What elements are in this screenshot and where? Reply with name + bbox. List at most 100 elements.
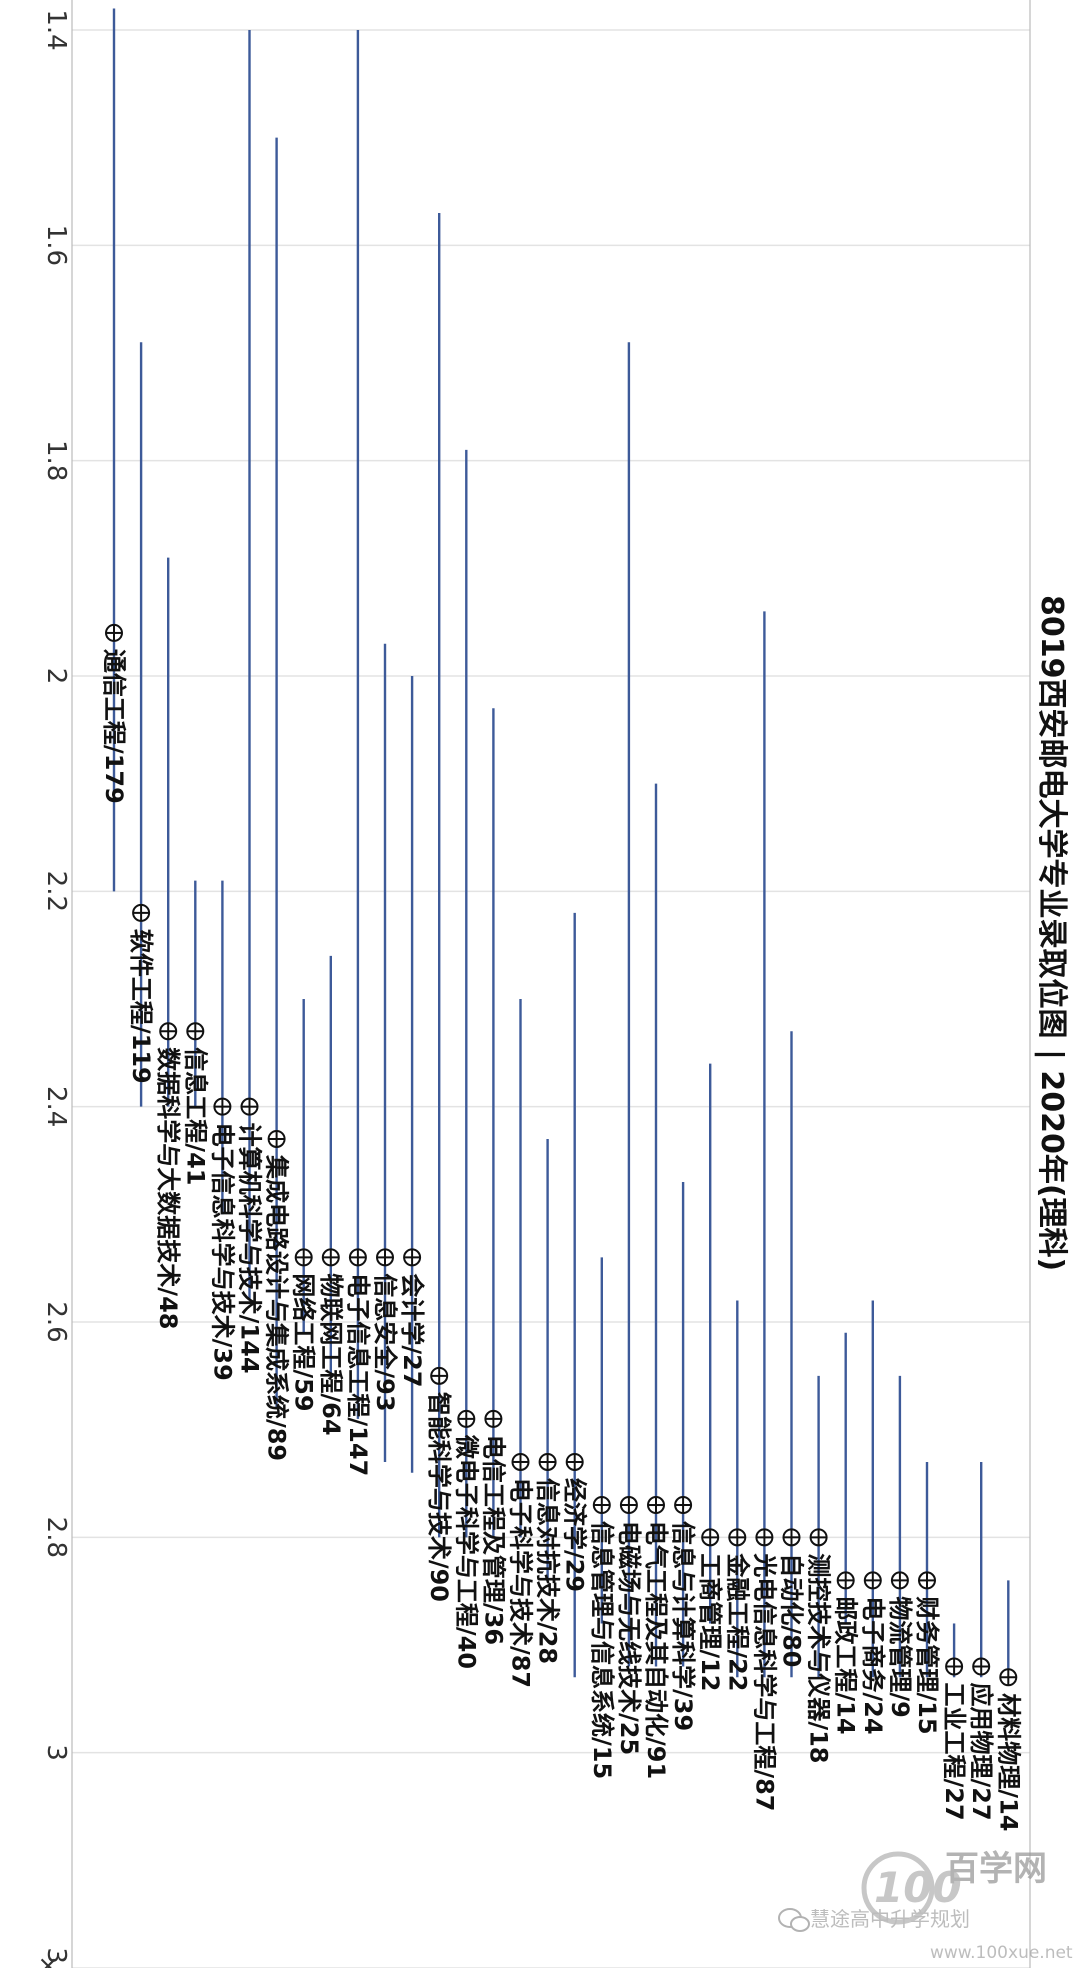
median-marker (484, 1409, 503, 1428)
median-marker (999, 1668, 1018, 1687)
major-label-group: 应用物理/27 (967, 1683, 995, 1821)
median-marker (755, 1528, 774, 1547)
major-label-group: 通信工程/179 (100, 649, 128, 804)
major-label: 物流管理/9 (886, 1596, 914, 1717)
major-label: 电子科学与技术/87 (507, 1478, 535, 1688)
median-marker (267, 1129, 286, 1148)
major-label: 软件工程/119 (127, 929, 155, 1084)
axis-tick-label-group: 2.4 (41, 1086, 71, 1127)
major-label: 智能科学与技术/90 (425, 1392, 453, 1602)
axis-tick-label: 2.6 (41, 1301, 71, 1342)
major-label-group: 信息与计算科学/39 (669, 1521, 697, 1731)
major-label: 通信工程/179 (100, 649, 128, 804)
median-marker (972, 1657, 991, 1676)
major-label-group: 物联网工程/64 (317, 1273, 345, 1435)
axis-tick-label-group: 2.8 (41, 1517, 71, 1558)
chart-title-group: 8019西安邮电大学专业录取位图 | 2020年(理科) (1034, 595, 1069, 1271)
median-marker (430, 1366, 449, 1385)
axis-tick-label-group: 2 (41, 668, 71, 685)
axis-tick-label-group: 1.8 (41, 440, 71, 481)
median-marker (836, 1571, 855, 1590)
major-label-group: 电子商务/24 (859, 1596, 887, 1734)
axis-tick-label: 2.2 (41, 871, 71, 912)
major-label-group: 信息安全/93 (371, 1273, 399, 1411)
major-label: 计算机科学与技术/144 (236, 1123, 264, 1374)
major-label: 测控技术与仪器/18 (805, 1553, 833, 1763)
watermark-logo-ring (861, 1851, 935, 1925)
major-label: 电子信息工程/147 (344, 1273, 372, 1476)
major-label: 信息工程/41 (181, 1047, 209, 1185)
median-marker (105, 623, 123, 642)
major-label-group: 邮政工程/14 (832, 1596, 860, 1734)
axis-tick-label: 2 (41, 668, 71, 685)
median-marker (728, 1528, 747, 1547)
axis-tick-label-group: 2.2 (41, 871, 71, 912)
median-marker (701, 1528, 720, 1547)
major-label-group: 集成电路设计与集成系统/89 (263, 1154, 291, 1461)
median-marker (619, 1496, 638, 1515)
major-label-group: 微电子科学与工程/40 (452, 1434, 480, 1669)
major-label: 自动化/80 (778, 1553, 806, 1667)
major-label: 电子商务/24 (859, 1596, 887, 1734)
watermark-channel: 慧途高中升学规划 (810, 1907, 970, 1931)
median-marker (538, 1452, 557, 1471)
major-label-group: 光电信息科学与工程/87 (750, 1552, 778, 1811)
median-marker (186, 1022, 205, 1041)
major-label-group: 工业工程/27 (940, 1683, 968, 1821)
median-marker (348, 1248, 367, 1267)
major-label-group: 电子科学与技术/87 (507, 1478, 535, 1688)
median-marker (809, 1528, 828, 1547)
major-label: 应用物理/27 (967, 1683, 995, 1821)
major-label-group: 电子信息科学与技术/39 (208, 1123, 236, 1381)
major-label: 金融工程/22 (723, 1552, 751, 1691)
major-label-group: 电信工程及管理/36 (479, 1435, 507, 1645)
major-label-group: 智能科学与技术/90 (425, 1392, 453, 1602)
major-label: 信息安全/93 (371, 1273, 399, 1411)
watermark: 100 百学网 慧途高中升学规划 www.100xue.net (778, 1849, 1073, 1963)
major-label-group: 测控技术与仪器/18 (805, 1553, 833, 1763)
median-marker (511, 1452, 530, 1471)
major-label: 经济学/29 (561, 1478, 589, 1592)
major-label: 邮政工程/14 (832, 1596, 860, 1734)
axis-tick-label-group: 2.6 (41, 1301, 71, 1342)
major-label: 物联网工程/64 (317, 1273, 345, 1435)
major-label-group: 会计学/27 (398, 1273, 426, 1387)
major-label-group: 信息管理与信息系统/15 (588, 1521, 616, 1779)
major-label-group: 数据科学与大数据技术/48 (154, 1047, 182, 1329)
major-label: 数据科学与大数据技术/48 (154, 1047, 182, 1329)
major-label: 光电信息科学与工程/87 (750, 1552, 778, 1811)
median-marker (294, 1248, 313, 1267)
median-marker (213, 1097, 232, 1116)
median-marker (890, 1571, 909, 1590)
major-label: 信息与计算科学/39 (669, 1521, 697, 1731)
axis-tick-label: 1.4 (41, 9, 71, 50)
range-bars-layer (105, 8, 1018, 1687)
median-marker (945, 1657, 964, 1676)
axis-tick-label: 1.8 (41, 440, 71, 481)
major-label: 工业工程/27 (940, 1683, 968, 1821)
watermark-logo-number: 100 (874, 1863, 962, 1912)
median-marker (782, 1528, 801, 1547)
axis-tick-label-group: 1.4 (41, 9, 71, 50)
watermark-url: www.100xue.net (930, 1943, 1073, 1963)
major-label: 信息管理与信息系统/15 (588, 1521, 616, 1779)
major-label-group: 计算机科学与技术/144 (236, 1123, 264, 1374)
axis-multiplier-base: ×10 (33, 1955, 63, 1968)
median-marker (565, 1452, 584, 1471)
axis-tick-label: 3 (41, 1744, 71, 1761)
major-label: 电子信息科学与技术/39 (208, 1123, 236, 1381)
major-label-group: 工商管理/12 (696, 1553, 724, 1691)
median-marker (159, 1022, 178, 1041)
wechat-icon (778, 1908, 810, 1932)
major-label-group: 自动化/80 (778, 1553, 806, 1667)
major-label: 会计学/27 (398, 1273, 426, 1387)
median-marker (674, 1496, 693, 1515)
major-label-group: 信息对抗技术/28 (534, 1478, 562, 1664)
median-marker (403, 1248, 422, 1267)
major-label-group: 信息工程/41 (181, 1047, 209, 1185)
axis-tick-label: 1.6 (41, 225, 71, 266)
major-label: 信息对抗技术/28 (534, 1478, 562, 1664)
